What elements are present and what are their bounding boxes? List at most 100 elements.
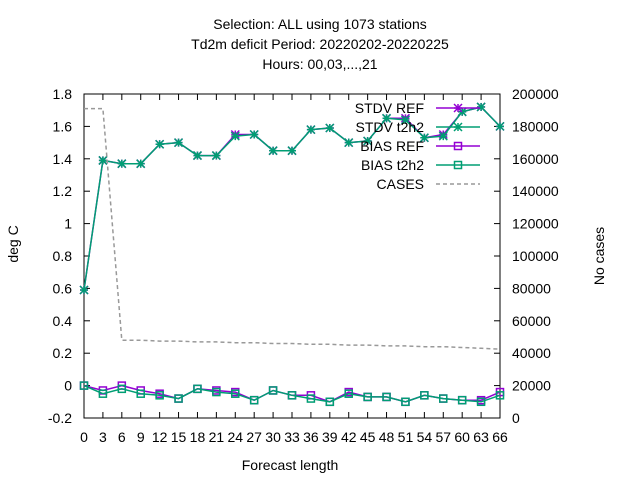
x-tick-label: 12: [152, 429, 168, 445]
y2-tick-label: 20000: [512, 378, 551, 394]
y-tick-label: 0: [64, 378, 72, 394]
data-point-bias-t2h2: [401, 397, 410, 407]
data-point-stdv-t2h2: [306, 125, 316, 135]
data-point-bias-t2h2: [268, 386, 278, 395]
data-point-bias-t2h2: [420, 391, 429, 400]
data-point-stdv-t2h2: [287, 146, 297, 156]
x-tick-label: 45: [360, 429, 376, 445]
data-point-bias-t2h2: [363, 392, 372, 402]
y-tick-label: 1: [64, 216, 72, 232]
x-tick-label: 60: [454, 429, 470, 445]
data-point-bias-t2h2: [98, 389, 108, 398]
x-tick-label: 27: [246, 429, 262, 445]
chart-title-line-3: Hours: 00,03,...,21: [262, 56, 378, 72]
y2-tick-label: 140000: [512, 183, 559, 199]
data-point-bias-t2h2: [325, 397, 335, 407]
y2-tick-label: 100000: [512, 248, 559, 264]
y2-tick-label: 60000: [512, 313, 551, 329]
data-point-bias-t2h2: [476, 397, 486, 407]
data-point-stdv-t2h2: [363, 136, 373, 146]
x-tick-label: 18: [190, 429, 206, 445]
data-point-stdv-t2h2: [400, 115, 410, 125]
x-tick-label: 63: [473, 429, 489, 445]
data-point-stdv-t2h2: [155, 139, 165, 149]
data-point-stdv-t2h2: [211, 151, 221, 161]
data-point-stdv-t2h2: [438, 131, 448, 141]
y-tick-label: 1.8: [53, 86, 73, 102]
y2-tick-label: 200000: [512, 86, 559, 102]
y-tick-label: 0.2: [53, 345, 73, 361]
data-point-stdv-t2h2: [268, 146, 278, 156]
y-tick-label: 0.6: [53, 280, 73, 296]
data-point-bias-t2h2: [136, 389, 145, 398]
plot-area-border: [83, 93, 501, 419]
data-point-stdv-t2h2: [136, 159, 146, 169]
data-point-bias-t2h2: [212, 387, 221, 397]
legend-label-stdv-t2h2: STDV t2h2: [356, 119, 425, 135]
data-point-stdv-t2h2: [476, 102, 486, 112]
legend-label-bias-t2h2: BIAS t2h2: [361, 157, 424, 173]
data-point-stdv-t2h2: [495, 121, 505, 131]
y2-axis-label: No cases: [591, 227, 607, 285]
data-point-bias-t2h2: [79, 381, 89, 390]
data-point-stdv-t2h2: [249, 129, 259, 140]
data-point-bias-t2h2: [117, 384, 127, 394]
x-tick-label: 21: [209, 429, 225, 445]
x-tick-label: 36: [303, 429, 319, 445]
series-line-bias-t2h2: [83, 384, 501, 403]
chart-title-line-1: Selection: ALL using 1073 stations: [213, 16, 427, 32]
x-tick-label: 66: [492, 429, 508, 445]
data-point-bias-t2h2: [382, 392, 391, 402]
data-point-bias-t2h2: [287, 391, 297, 400]
x-tick-label: 0: [80, 429, 88, 445]
data-point-stdv-t2h2: [79, 285, 89, 295]
data-point-stdv-t2h2: [192, 151, 202, 161]
data-point-bias-t2h2: [193, 384, 202, 394]
data-point-stdv-t2h2: [344, 138, 354, 148]
data-point-stdv-t2h2: [230, 131, 240, 141]
legend-marker-bias-ref: [453, 141, 463, 151]
series-line-stdv-t2h2: [83, 106, 501, 291]
data-point-stdv-t2h2: [419, 133, 429, 143]
data-point-bias-t2h2: [155, 391, 164, 400]
y-tick-label: 0.8: [53, 248, 73, 264]
x-tick-label: 3: [99, 429, 107, 445]
data-point-bias-t2h2: [231, 389, 240, 398]
series-line-stdv-ref: [83, 106, 501, 291]
legend-marker-bias-t2h2: [453, 160, 463, 170]
data-point-bias-t2h2: [174, 394, 183, 403]
y-tick-label: -0.2: [48, 410, 72, 426]
chart-title-line-2: Td2m deficit Period: 20220202-20220225: [191, 36, 449, 52]
y-tick-label: 0.4: [53, 313, 73, 329]
data-point-stdv-t2h2: [174, 138, 184, 148]
data-point-stdv-t2h2: [98, 155, 108, 165]
legend-marker-stdv-t2h2: [453, 122, 463, 132]
y-tick-label: 1.6: [53, 118, 73, 134]
x-tick-label: 51: [398, 429, 414, 445]
x-tick-label: 6: [118, 429, 126, 445]
x-tick-label: 39: [322, 429, 338, 445]
x-tick-label: 57: [435, 429, 451, 445]
data-point-bias-t2h2: [306, 394, 316, 403]
y2-tick-label: 40000: [512, 345, 551, 361]
y2-tick-label: 80000: [512, 280, 551, 296]
x-tick-label: 48: [379, 429, 395, 445]
data-point-stdv-t2h2: [382, 113, 392, 123]
data-point-stdv-t2h2: [325, 123, 335, 133]
y2-tick-label: 180000: [512, 118, 559, 134]
y2-tick-label: 0: [512, 410, 520, 426]
legend-label-cases: CASES: [377, 176, 424, 192]
data-point-bias-t2h2: [457, 395, 467, 405]
series-line-cases: [84, 107, 501, 350]
y-tick-label: 1.2: [53, 183, 73, 199]
x-tick-label: 33: [284, 429, 300, 445]
x-tick-label: 24: [227, 429, 243, 445]
x-tick-label: 9: [137, 429, 145, 445]
y2-tick-label: 160000: [512, 151, 559, 167]
y-tick-label: 1.4: [53, 151, 73, 167]
x-tick-label: 30: [265, 429, 281, 445]
x-axis-label: Forecast length: [242, 457, 339, 473]
data-point-bias-t2h2: [439, 394, 448, 403]
y2-tick-label: 120000: [512, 216, 559, 232]
